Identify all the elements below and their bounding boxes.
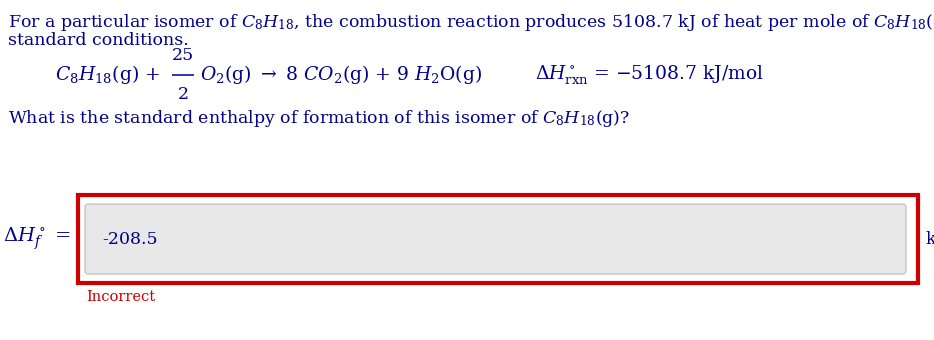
- Text: 2: 2: [177, 86, 189, 103]
- Text: standard conditions.: standard conditions.: [8, 32, 189, 49]
- Text: -208.5: -208.5: [102, 231, 158, 248]
- Text: What is the standard enthalpy of formation of this isomer of $C_8H_{18}$(g)?: What is the standard enthalpy of formati…: [8, 108, 630, 129]
- Bar: [78, 195, 918, 283]
- Text: $\Delta H^\circ_{\mathrm{rxn}}$ = −5108.7 kJ/mol: $\Delta H^\circ_{\mathrm{rxn}}$ = −5108.…: [535, 64, 764, 86]
- Text: Incorrect: Incorrect: [86, 290, 155, 304]
- Text: $\Delta H^\circ_f$ =: $\Delta H^\circ_f$ =: [3, 226, 70, 252]
- Text: kJ/mol: kJ/mol: [926, 231, 934, 248]
- Text: $C_8H_{18}$(g) +: $C_8H_{18}$(g) +: [55, 64, 160, 86]
- Text: 25: 25: [172, 47, 194, 64]
- Text: For a particular isomer of $C_8H_{18}$, the combustion reaction produces 5108.7 : For a particular isomer of $C_8H_{18}$, …: [8, 12, 934, 33]
- Text: $O_2$(g) $\rightarrow$ 8 $CO_2$(g) + 9 $H_2$O(g): $O_2$(g) $\rightarrow$ 8 $CO_2$(g) + 9 $…: [200, 64, 482, 86]
- FancyBboxPatch shape: [85, 204, 906, 274]
